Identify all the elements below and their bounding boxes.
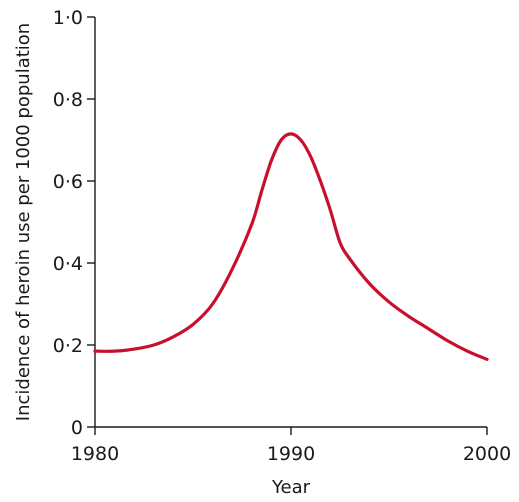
y-tick-label: 0·2	[53, 335, 83, 357]
x-tick-label: 1980	[71, 443, 119, 465]
y-tick-label: 0	[71, 417, 83, 439]
heroin-incidence-line	[93, 132, 489, 361]
y-ticks: 0 0·2 0·4 0·6 0·8 1·0	[53, 7, 95, 439]
series-layer	[93, 132, 489, 361]
y-tick-label: 0·4	[53, 253, 83, 275]
x-tick-label: 1990	[267, 443, 315, 465]
y-tick-label: 1·0	[53, 7, 83, 29]
axes	[94, 17, 487, 428]
x-axis-title: Year	[271, 477, 311, 498]
x-tick-label: 2000	[463, 443, 511, 465]
y-axis-title: Incidence of heroin use per 1000 populat…	[13, 23, 34, 421]
y-tick-label: 0·6	[53, 171, 83, 193]
x-ticks: 1980 1990 2000	[71, 427, 511, 465]
y-tick-label: 0·8	[53, 89, 83, 111]
